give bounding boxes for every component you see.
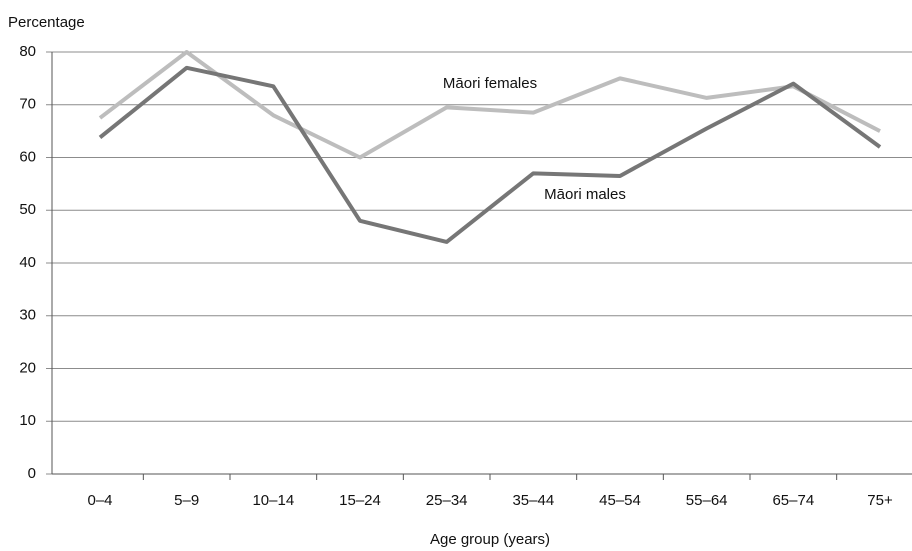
series-label: Māori males [544, 186, 626, 203]
x-tick-label: 0–4 [87, 492, 112, 509]
series-label: Māori females [443, 75, 537, 92]
y-tick-label: 70 [19, 96, 36, 113]
x-tick-label: 55–64 [686, 492, 728, 509]
x-tick-label: 25–34 [426, 492, 468, 509]
x-axis-label: Age group (years) [430, 531, 550, 548]
y-tick-label: 20 [19, 359, 36, 376]
x-tick-label: 45–54 [599, 492, 641, 509]
x-tick-label: 5–9 [174, 492, 199, 509]
series-line [98, 65, 882, 244]
x-tick-label: 35–44 [512, 492, 554, 509]
y-tick-label: 80 [19, 43, 36, 60]
y-tick-label: 0 [28, 465, 36, 482]
series-line [98, 50, 881, 160]
y-tick-label: 60 [19, 148, 36, 165]
y-tick-label: 10 [19, 412, 36, 429]
x-tick-label: 10–14 [252, 492, 294, 509]
x-tick-label: 75+ [867, 492, 893, 509]
y-tick-label: 30 [19, 307, 36, 324]
y-tick-label: 50 [19, 201, 36, 218]
y-tick-label: 40 [19, 254, 36, 271]
x-tick-label: 65–74 [772, 492, 814, 509]
y-axis-label: Percentage [8, 14, 85, 31]
x-tick-label: 15–24 [339, 492, 381, 509]
